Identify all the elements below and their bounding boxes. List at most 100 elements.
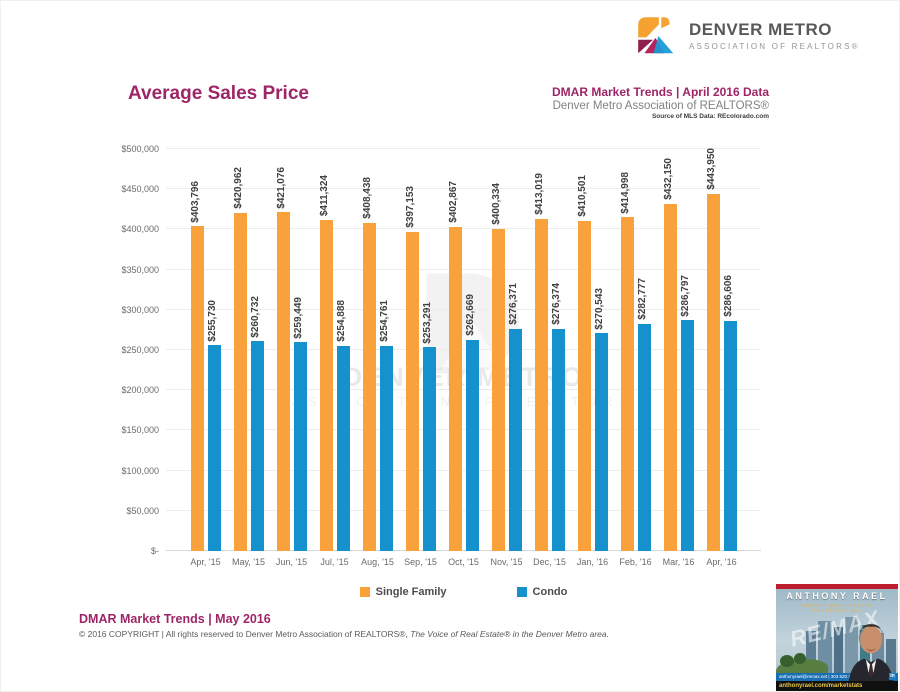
dmar-logo: DENVER METRO ASSOCIATION OF REALTORS® [631, 11, 860, 59]
bar-condo [250, 341, 264, 551]
gridline [166, 308, 761, 310]
bar-value-label: $411,324 [318, 175, 330, 217]
bar-value-label: $255,730 [206, 299, 218, 342]
single-family-swatch [359, 587, 370, 597]
copyright-slogan: The Voice of Real Estate® in the Denver … [410, 629, 609, 639]
bar-value-label: $410,501 [576, 175, 588, 217]
bar-value-label: $402,867 [447, 181, 459, 224]
chart-legend: Single Family Condo [166, 586, 761, 598]
bar-single-family [319, 220, 333, 551]
bar-single-family [706, 194, 720, 551]
x-tick-label: Mar, '16 [662, 557, 695, 567]
bar-value-label: $414,998 [619, 171, 631, 214]
copyright-text: © 2016 COPYRIGHT | All rights reserved t… [79, 629, 411, 639]
bar-single-family [491, 229, 505, 551]
y-tick-label: $200,000 [121, 385, 159, 396]
building [834, 627, 843, 673]
y-tick-label: $350,000 [121, 264, 159, 275]
y-tick-label: $400,000 [121, 224, 159, 235]
y-tick-label: $500,000 [121, 144, 159, 154]
tree [780, 655, 794, 667]
bar-value-label: $421,076 [275, 166, 287, 209]
bar-value-label: $253,291 [421, 301, 433, 344]
report-header: DMAR Market Trends | April 2016 Data Den… [552, 85, 769, 120]
gridline [166, 188, 761, 190]
bar-condo [680, 320, 694, 551]
bar-single-family [190, 226, 204, 551]
legend-item-condo: Condo [516, 586, 568, 598]
copyright-line: © 2016 COPYRIGHT | All rights reserved t… [79, 629, 609, 639]
anthony-rael-ad: RE/MAX ANTHONY RAEL DENVER REAL ESTATE P… [776, 584, 898, 691]
bar-single-family [362, 222, 376, 551]
bar-group: $413,019 $276,374 [528, 149, 571, 551]
bar-condo [207, 345, 221, 551]
ad-top-strip [776, 584, 898, 589]
bar-group: $397,153 $253,291 [399, 149, 442, 551]
bar-group: $414,998 $282,777 [614, 149, 657, 551]
legend-item-single-family: Single Family [359, 586, 447, 598]
gridline [166, 550, 761, 551]
footer-title: DMAR Market Trends | May 2016 [79, 612, 271, 626]
y-tick-label: $250,000 [121, 345, 159, 355]
x-tick-label: Jan, '16 [576, 557, 609, 567]
gridline [166, 148, 761, 149]
bar-group: $421,076 $259,449 [270, 149, 313, 551]
data-source: Source of MLS Data: REcolorado.com [651, 113, 769, 120]
bar-value-label: $397,153 [404, 185, 416, 228]
bar-value-label: $262,669 [464, 294, 476, 336]
gridline [166, 389, 761, 391]
bar-group: $408,438 $254,761 [356, 149, 399, 551]
bar-condo [594, 333, 608, 551]
gridline [166, 469, 761, 471]
bar-single-family [620, 217, 634, 551]
bar-value-label: $286,606 [722, 274, 734, 317]
y-tick-label: $- [150, 546, 159, 556]
bar-group: $402,867 $262,669 [442, 149, 485, 551]
gridline [166, 228, 761, 230]
bar-value-label: $259,449 [292, 296, 304, 339]
bar-condo [336, 346, 350, 551]
building [818, 621, 832, 673]
y-axis: $- $50,000 $100,000 $150,000 $200,000 $250,00… [89, 144, 159, 556]
bar-value-label: $443,950 [705, 148, 717, 191]
logo-subtitle: ASSOCIATION OF REALTORS® [689, 41, 860, 51]
bar-value-label: $408,438 [361, 176, 373, 219]
linkedin-icon: in [889, 673, 896, 680]
bar-condo [551, 328, 565, 551]
bar-value-label: $260,732 [249, 295, 261, 338]
logo-title: DENVER METRO [689, 19, 832, 39]
x-tick-label: May, '15 [231, 557, 266, 567]
x-tick-label: Nov, '15 [490, 557, 523, 567]
bar-condo [293, 342, 307, 551]
bar-group: $403,796 $255,730 [184, 149, 227, 551]
y-tick-label: $100,000 [121, 465, 159, 476]
report-edition: DMAR Market Trends | April 2016 Data [552, 85, 769, 99]
legend-label: Single Family [375, 586, 447, 598]
bar-group: $410,501 $270,543 [571, 149, 614, 551]
y-tick-label: $450,000 [121, 184, 159, 195]
legend-label: Condo [532, 586, 568, 598]
bar-single-family [663, 203, 677, 551]
x-tick-label: Dec, '15 [533, 557, 566, 567]
bar-value-label: $282,777 [636, 277, 648, 320]
bar-value-label: $420,962 [232, 166, 244, 209]
bar-condo [723, 320, 737, 551]
building [845, 617, 858, 673]
building [886, 639, 896, 673]
realtor-headshot [848, 624, 894, 681]
x-tick-label: Oct, '15 [448, 557, 479, 567]
bar-value-label: $276,371 [507, 283, 519, 325]
bar-condo [422, 347, 436, 551]
plot-area: DENVER METRO ASSOCIATION OF REALTORS $40… [166, 148, 761, 551]
bar-value-label: $270,543 [593, 287, 605, 330]
bar-value-label: $432,150 [662, 157, 674, 200]
tree [794, 653, 806, 664]
page-title: Average Sales Price [128, 83, 309, 104]
bar-value-label: $286,797 [679, 274, 691, 317]
bar-single-family [233, 212, 247, 551]
dmar-logo-icon [638, 17, 674, 54]
bar-condo [508, 328, 522, 551]
bar-single-family [405, 231, 419, 551]
ad-name: ANTHONY RAEL [786, 591, 888, 601]
